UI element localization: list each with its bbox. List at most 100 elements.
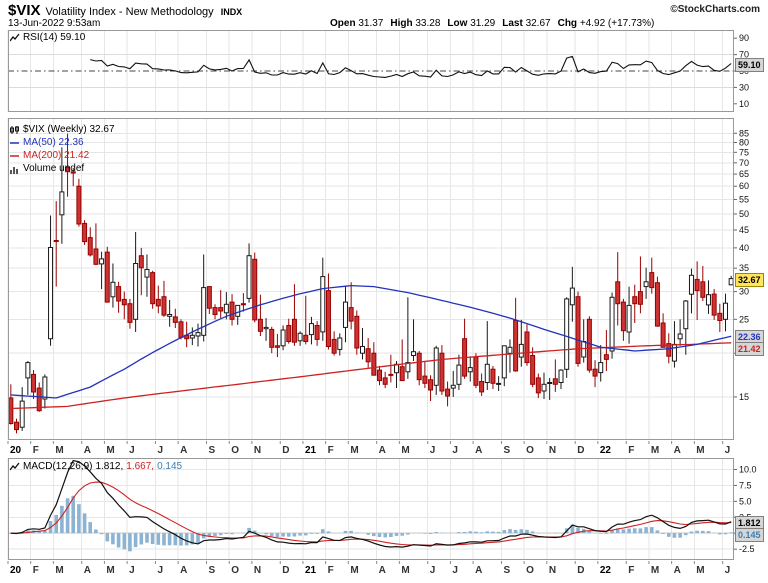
line-chart-icon [10, 33, 20, 41]
svg-text:50: 50 [739, 209, 749, 219]
svg-text:M: M [350, 445, 358, 456]
svg-text:60: 60 [739, 181, 749, 191]
svg-text:J: J [725, 565, 731, 576]
volume-legend: Volume undef [10, 163, 84, 174]
chg-label: Chg [557, 18, 578, 29]
ma200-legend-label: MA(200) 21.42 [23, 150, 90, 161]
svg-text:F: F [628, 445, 634, 456]
svg-text:40: 40 [739, 243, 749, 253]
svg-text:30: 30 [739, 287, 749, 297]
macd-legend-value-signal: 1.667, [126, 461, 155, 472]
svg-text:D: D [282, 445, 289, 456]
chart-subheader: 13-Jun-2022 9:53am Open 31.37 High 33.28 L… [8, 18, 760, 31]
svg-text:O: O [231, 565, 239, 576]
svg-text:D: D [577, 445, 584, 456]
svg-text:N: N [254, 565, 261, 576]
svg-text:15: 15 [739, 392, 749, 402]
svg-text:70: 70 [739, 50, 749, 60]
last-label: Last [502, 18, 523, 29]
macd-legend-value-macd: 1.812, [95, 461, 124, 472]
high-label: High [390, 18, 413, 29]
svg-text:N: N [549, 445, 556, 456]
svg-text:J: J [430, 565, 436, 576]
svg-text:A: A [84, 565, 91, 576]
svg-text:J: J [452, 445, 458, 456]
svg-text:J: J [430, 445, 436, 456]
svg-text:A: A [180, 445, 187, 456]
svg-text:D: D [577, 565, 584, 576]
svg-text:-2.5: -2.5 [739, 544, 755, 554]
ma50-value-box: 22.36 [735, 330, 764, 344]
exchange-label: INDX [220, 7, 243, 17]
date-axis: 20 F M A M J J A S O N D 21 F M A M J J A S O N D 22 F M A M J [7, 441, 731, 456]
svg-text:A: A [84, 445, 91, 456]
svg-text:25: 25 [739, 314, 749, 324]
rsi-panel: 9070503010 [7, 30, 749, 112]
svg-text:A: A [475, 445, 482, 456]
svg-text:21: 21 [305, 445, 317, 456]
open-value: 31.37 [358, 18, 384, 29]
svg-text:10: 10 [739, 99, 749, 109]
ma50-legend-label: MA(50) 22.36 [23, 137, 84, 148]
svg-text:21: 21 [305, 565, 317, 576]
svg-text:7.5: 7.5 [739, 480, 752, 490]
svg-text:M: M [55, 445, 63, 456]
svg-text:S: S [209, 565, 216, 576]
svg-text:F: F [628, 565, 634, 576]
copyright: ©StockCharts.com [670, 4, 760, 15]
svg-text:M: M [106, 445, 114, 456]
macd-hist-value-box: 0.145 [735, 528, 764, 542]
svg-text:N: N [549, 565, 556, 576]
svg-text:J: J [129, 565, 135, 576]
svg-text:30: 30 [739, 82, 749, 92]
price-legend-label: $VIX (Weekly) 32.67 [23, 124, 115, 135]
svg-text:45: 45 [739, 225, 749, 235]
svg-text:M: M [401, 565, 409, 576]
svg-text:A: A [379, 565, 386, 576]
svg-text:22: 22 [600, 445, 612, 456]
svg-text:M: M [696, 565, 704, 576]
svg-text:M: M [350, 565, 358, 576]
rsi-legend-label: RSI(14) 59.10 [23, 32, 86, 43]
svg-text:55: 55 [739, 194, 749, 204]
svg-text:A: A [475, 565, 482, 576]
svg-text:D: D [282, 565, 289, 576]
high-value: 33.28 [415, 18, 441, 29]
open-label: Open [330, 18, 356, 29]
svg-text:A: A [379, 445, 386, 456]
svg-text:M: M [106, 565, 114, 576]
volume-legend-label: Volume undef [23, 163, 85, 174]
ma200-legend: MA(200) 21.42 [10, 150, 89, 161]
chg-value: +4.92 (+17.73%) [579, 18, 655, 29]
svg-text:65: 65 [739, 169, 749, 179]
macd-legend-value-hist: 0.145 [157, 461, 183, 472]
macd-panel: 10.07.55.02.50.0-2.5 [7, 458, 757, 560]
candlestick-icon [10, 125, 19, 134]
last-price-box: 32.67 [735, 273, 764, 287]
svg-text:O: O [231, 445, 239, 456]
ma50-line-icon [10, 141, 19, 144]
svg-text:J: J [452, 565, 458, 576]
svg-text:J: J [157, 445, 163, 456]
macd-line-icon [10, 462, 20, 470]
svg-text:M: M [55, 565, 63, 576]
svg-text:A: A [180, 565, 187, 576]
chart-header: $VIX Volatility Index - New Methodology IN… [8, 2, 760, 19]
volume-bars-icon [10, 166, 18, 174]
rsi-value-box: 59.10 [735, 58, 764, 72]
svg-text:20: 20 [10, 565, 22, 576]
macd-legend: MACD(12,26,9) 1.812, 1.667, 0.145 [10, 461, 182, 472]
low-value: 31.29 [470, 18, 496, 29]
svg-text:A: A [674, 445, 681, 456]
rsi-legend: RSI(14) 59.10 [10, 32, 85, 43]
svg-text:J: J [157, 565, 163, 576]
low-label: Low [447, 18, 468, 29]
svg-text:90: 90 [739, 33, 749, 43]
svg-text:J: J [725, 445, 731, 456]
svg-text:22: 22 [600, 565, 612, 576]
svg-text:M: M [651, 565, 659, 576]
symbol: $VIX [8, 2, 41, 19]
svg-text:M: M [401, 445, 409, 456]
svg-text:M: M [651, 445, 659, 456]
